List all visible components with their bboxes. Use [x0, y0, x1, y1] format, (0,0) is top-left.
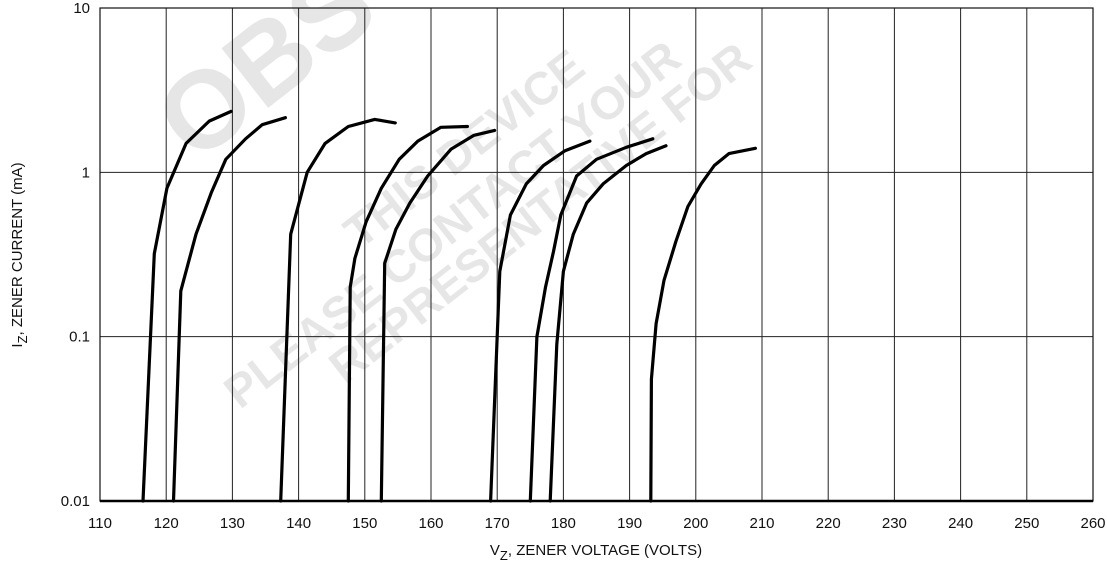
x-axis-label: VZ, ZENER VOLTAGE (VOLTS): [490, 542, 702, 563]
x-tick-label: 160: [418, 515, 443, 532]
x-tick-labels: 110 120 130 140 150 160 170 180 190 200 210 220 230 2…: [88, 515, 1105, 532]
y-tick-label: 0.01: [61, 493, 90, 510]
y-axis-label-sub: Z: [15, 335, 30, 343]
x-tick-label: 150: [352, 515, 377, 532]
y-tick-label: 1: [82, 164, 90, 181]
zener-curve-3: [279, 117, 397, 503]
x-tick-label: 240: [948, 515, 973, 532]
zener-curve-1: [141, 109, 233, 503]
x-axis-label-sub: Z: [500, 548, 508, 563]
zener-curve-7: [528, 137, 655, 503]
x-tick-label: 260: [1080, 515, 1105, 532]
x-tick-label: 120: [154, 515, 179, 532]
x-tick-label: 220: [816, 515, 841, 532]
x-tick-label: 230: [882, 515, 907, 532]
curves: [141, 109, 758, 503]
zener-curve-8: [548, 144, 668, 503]
zener-curve-9: [649, 146, 758, 503]
y-axis-label-main: I: [9, 343, 26, 347]
x-tick-label: 180: [551, 515, 576, 532]
y-tick-labels: 0.01 0.1 1 10: [61, 0, 90, 510]
x-tick-label: 110: [88, 515, 112, 532]
y-tick-label: 10: [73, 0, 90, 17]
obsolete-watermark: OBS THIS DEVICE PLEASE CONTACT YOUR REPR…: [134, 0, 761, 418]
x-axis-label-main: V: [490, 542, 500, 559]
x-tick-label: 130: [220, 515, 245, 532]
zener-curve-4: [346, 124, 469, 503]
y-tick-label: 0.1: [69, 329, 90, 346]
x-tick-label: 250: [1014, 515, 1039, 532]
zener-curve-6: [489, 139, 592, 503]
x-axis-label-rest: , ZENER VOLTAGE (VOLTS): [508, 542, 702, 559]
x-tick-label: 170: [485, 515, 510, 532]
x-tick-label: 210: [749, 515, 774, 532]
y-axis-label-rest: , ZENER CURRENT (mA): [9, 162, 26, 335]
zener-curve-5: [379, 128, 497, 503]
x-tick-label: 190: [617, 515, 642, 532]
x-tick-label: 140: [286, 515, 311, 532]
zener-curve-2: [171, 116, 287, 503]
watermark-big-text: OBS: [134, 0, 398, 184]
y-axis-label: IZ, ZENER CURRENT (mA): [9, 162, 30, 347]
x-tick-label: 200: [683, 515, 708, 532]
